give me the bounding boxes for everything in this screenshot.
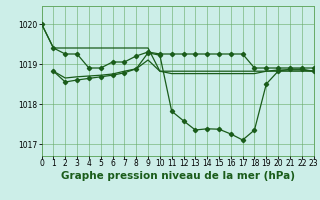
X-axis label: Graphe pression niveau de la mer (hPa): Graphe pression niveau de la mer (hPa) [60,171,295,181]
